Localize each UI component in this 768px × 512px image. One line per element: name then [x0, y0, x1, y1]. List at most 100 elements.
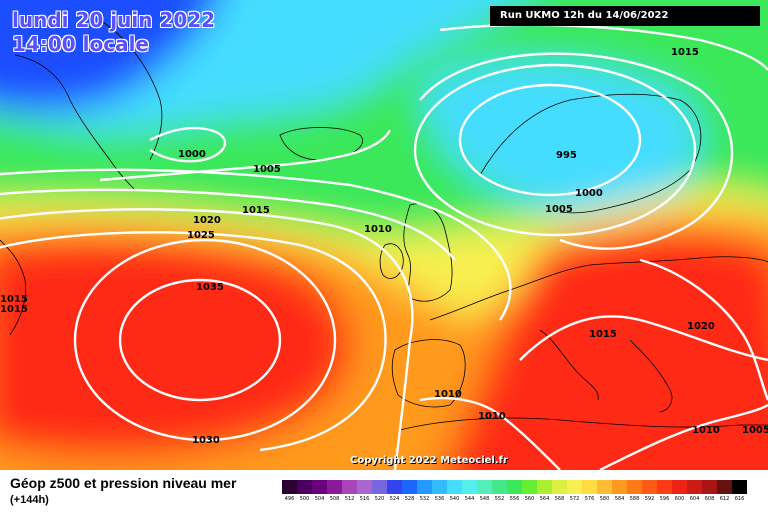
isobar-1020-east [639, 258, 768, 401]
scale-swatch [702, 480, 717, 494]
scale-swatch [417, 480, 432, 494]
scale-swatch [537, 480, 552, 494]
scale-swatch [717, 480, 732, 494]
isobar-label: 1035 [196, 282, 224, 293]
scale-label: 588 [629, 496, 640, 502]
isobar-label: 1010 [692, 425, 720, 436]
scale-swatch [312, 480, 327, 494]
scale-label: 608 [704, 496, 715, 502]
scale-label: 556 [509, 496, 520, 502]
isobar-label: 1015 [0, 294, 28, 305]
copyright-text: Copyright 2022 Meteociel.fr [350, 455, 508, 466]
scale-swatch [672, 480, 687, 494]
mediterranean-red-zone [443, 227, 768, 470]
scale-swatch [357, 480, 372, 494]
scale-label: 532 [419, 496, 430, 502]
isobar-1005-scand [419, 52, 734, 250]
iceland-coast [279, 127, 363, 161]
scale-swatch [627, 480, 642, 494]
isobar-1015-med [519, 315, 768, 362]
scale-label: 568 [554, 496, 565, 502]
isobar-label: 1025 [187, 230, 215, 241]
scale-label: 548 [479, 496, 490, 502]
color-scale [282, 480, 747, 494]
scale-swatch [462, 480, 477, 494]
scale-swatch [732, 480, 747, 494]
uk-coast [403, 203, 453, 302]
scale-label: 616 [734, 496, 745, 502]
isobar-label: 995 [556, 150, 577, 161]
isobar-995 [458, 83, 642, 197]
greenland-coast-east [99, 19, 163, 161]
scale-label: 580 [599, 496, 610, 502]
scale-label: 524 [389, 496, 400, 502]
scale-swatch [582, 480, 597, 494]
isobar-1010-east [599, 403, 768, 470]
scale-swatch [282, 480, 297, 494]
ireland-coast [379, 243, 404, 279]
scale-label: 496 [284, 496, 295, 502]
scale-swatch [687, 480, 702, 494]
scale-swatch [507, 480, 522, 494]
isobar-label: 1000 [178, 149, 206, 160]
isobar-label: 1010 [478, 411, 506, 422]
scale-swatch [447, 480, 462, 494]
forecast-map: 1000 1005 1015 1020 1025 1035 1030 1010 … [0, 0, 768, 470]
scale-label: 540 [449, 496, 460, 502]
newfoundland-coast [0, 239, 27, 336]
scale-swatch [297, 480, 312, 494]
isobar-1020 [0, 208, 414, 470]
scale-swatch [327, 480, 342, 494]
map-canvas: 1000 1005 1015 1020 1025 1035 1030 1010 … [0, 0, 768, 470]
scale-label: 528 [404, 496, 415, 502]
italy-coast [539, 329, 599, 401]
isobar-1025 [0, 231, 387, 452]
isobar-label: 1020 [687, 321, 715, 332]
isobar-label: 1030 [192, 435, 220, 446]
forecast-date: lundi 20 juin 2022 [12, 8, 216, 32]
scale-swatch [402, 480, 417, 494]
isobar-label: 1005 [545, 204, 573, 215]
geopotential-field [0, 0, 768, 470]
scale-label: 560 [524, 496, 535, 502]
blue-zone [0, 0, 218, 111]
scale-label: 600 [674, 496, 685, 502]
isobars [0, 23, 768, 470]
isobar-labels: 1000 1005 1015 1020 1025 1035 1030 1010 … [0, 47, 768, 446]
azores-high-red-zone [0, 236, 353, 458]
scale-label: 520 [374, 496, 385, 502]
isobar-label: 1005 [253, 164, 281, 175]
europe-coast [429, 256, 768, 321]
scale-label: 596 [659, 496, 670, 502]
color-scale-labels: 496 500 504 508 512 516 520 524 528 532 536 540 544 5… [282, 496, 747, 502]
scale-label: 500 [299, 496, 310, 502]
isobar-label: 1015 [0, 304, 28, 315]
scale-label: 564 [539, 496, 550, 502]
legend-subtitle: (+144h) [10, 494, 49, 506]
isobar-label: 1020 [193, 215, 221, 226]
scale-label: 516 [359, 496, 370, 502]
scale-swatch [477, 480, 492, 494]
scale-swatch [492, 480, 507, 494]
scale-swatch [597, 480, 612, 494]
isobar-label: 1010 [434, 389, 462, 400]
scale-swatch [522, 480, 537, 494]
scale-swatch [642, 480, 657, 494]
legend-title: Géop z500 et pression niveau mer [10, 475, 237, 491]
scale-label: 612 [719, 496, 730, 502]
isobar-1030 [73, 238, 337, 442]
scale-swatch [387, 480, 402, 494]
isobar-1010 [0, 168, 512, 321]
legend-bar: Géop z500 et pression niveau mer (+144h)… [0, 470, 768, 512]
iberia-coast [391, 339, 466, 408]
scale-swatch [657, 480, 672, 494]
isobar-1010-south [419, 396, 561, 470]
scale-swatch [552, 480, 567, 494]
scale-label: 504 [314, 496, 325, 502]
scale-label: 544 [464, 496, 475, 502]
isobar-label: 1015 [671, 47, 699, 58]
isobar-1035 [118, 278, 282, 402]
scale-swatch [567, 480, 582, 494]
scale-swatch [372, 480, 387, 494]
